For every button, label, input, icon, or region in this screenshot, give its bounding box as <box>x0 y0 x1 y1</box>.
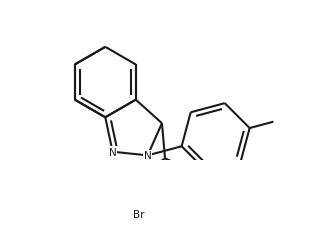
Text: Br: Br <box>133 209 145 218</box>
Text: N: N <box>144 151 152 161</box>
Text: N: N <box>109 147 117 157</box>
